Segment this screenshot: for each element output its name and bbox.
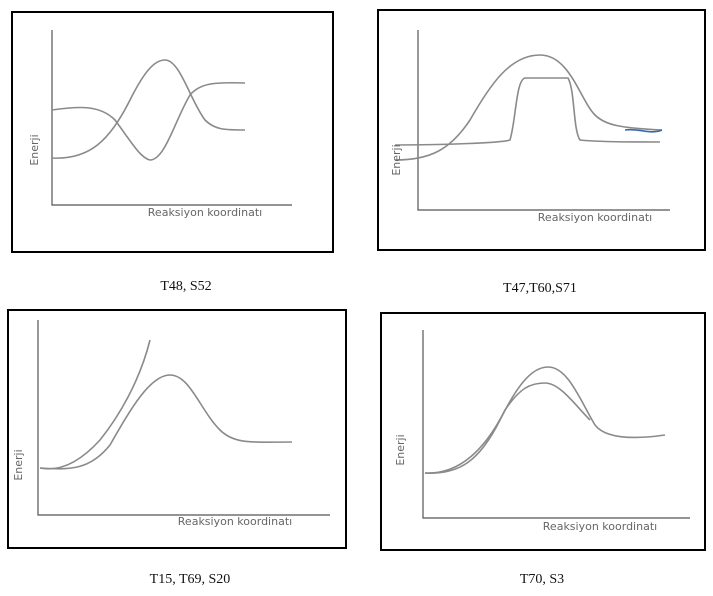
y-axis-label: Enerji (28, 134, 41, 165)
panel: Enerji Reaksiyon koordinatı T70, S3 (381, 313, 705, 587)
caption: T47,T60,S71 (503, 281, 577, 296)
caption: T48, S52 (160, 279, 211, 294)
caption: T15, T69, S20 (150, 572, 231, 587)
y-axis-label: Enerji (394, 434, 407, 465)
x-axis-label: Reaksiyon koordinatı (178, 515, 292, 528)
x-axis-label: Reaksiyon koordinatı (543, 520, 657, 533)
y-axis-label: Enerji (390, 144, 403, 175)
x-axis-label: Reaksiyon koordinatı (148, 206, 262, 219)
panel-frame (381, 313, 705, 550)
caption: T70, S3 (520, 572, 564, 587)
page: Enerji Reaksiyon koordinatı T48, S52 Ene… (0, 0, 713, 596)
y-axis-label: Enerji (12, 449, 25, 480)
panel: Enerji Reaksiyon koordinatı T15, T69, S2… (8, 310, 346, 587)
panel-frame (8, 310, 346, 548)
panel: Enerji Reaksiyon koordinatı T47,T60,S71 (378, 10, 705, 296)
x-axis-label: Reaksiyon koordinatı (538, 211, 652, 224)
panel: Enerji Reaksiyon koordinatı T48, S52 (12, 12, 333, 294)
